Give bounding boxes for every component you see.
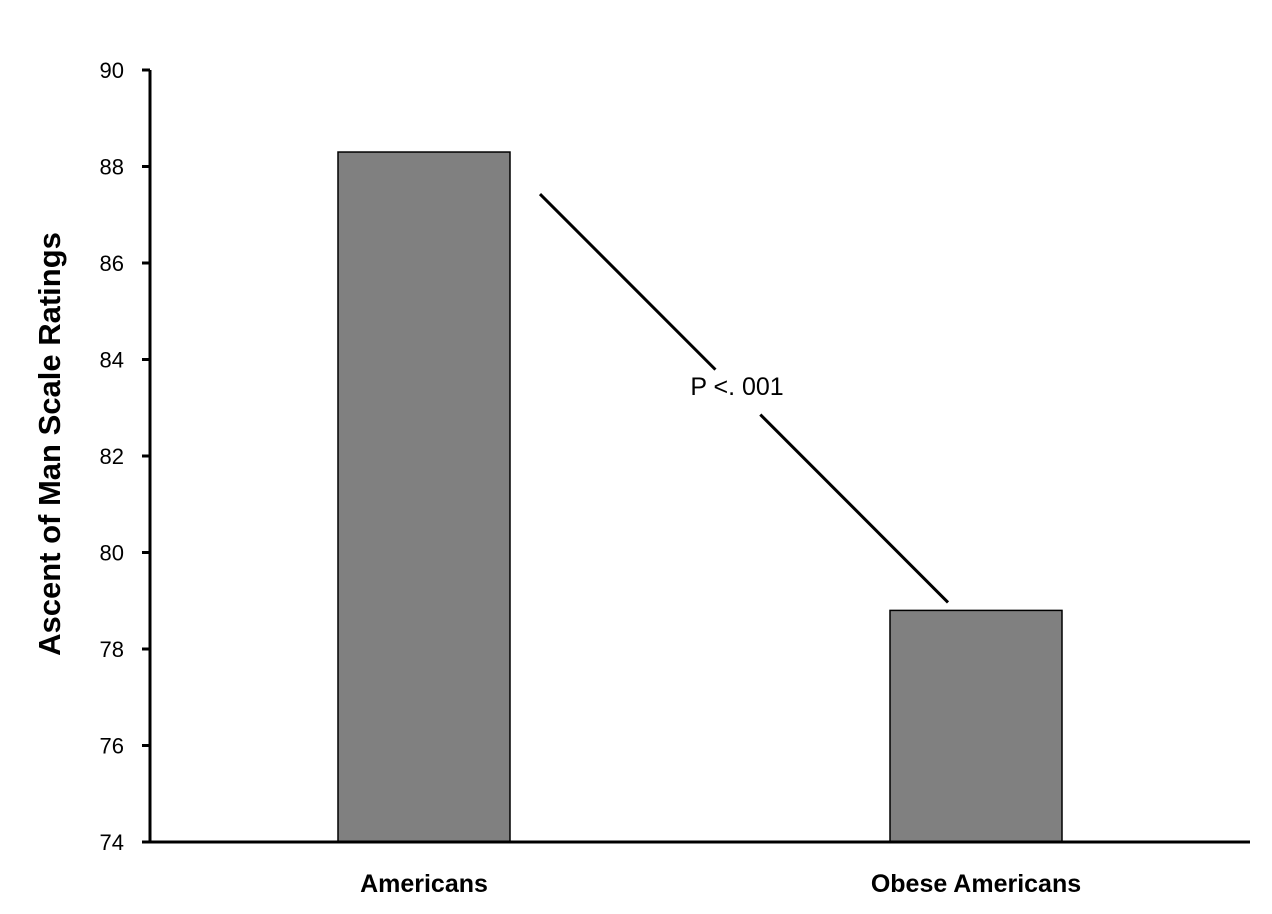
y-tick-label: 78 [100,637,124,662]
y-tick-label: 76 [100,734,124,759]
significance-annotation: P <. 001 [538,192,950,604]
significance-line-upper [538,192,717,371]
y-tick-label: 80 [100,541,124,566]
bars [337,151,1063,843]
significance-line-lower [759,413,950,604]
y-tick-label: 84 [100,348,124,373]
y-tick-label: 82 [100,444,124,469]
y-tick-label: 88 [100,155,124,180]
bar-obese-americans [889,609,1063,843]
y-axis-ticks: 74 76 78 80 82 84 86 88 90 [100,58,150,855]
y-tick-label: 86 [100,251,124,276]
y-tick-label: 74 [100,830,124,855]
bar-americans [337,151,511,843]
x-category-label: Obese Americans [871,870,1081,898]
significance-label: P <. 001 [690,373,783,401]
y-axis-title: Ascent of Man Scale Ratings [32,232,67,656]
x-category-label: Americans [360,870,488,898]
y-tick-label: 90 [100,58,124,83]
x-axis-labels: Americans Obese Americans [360,870,1081,898]
